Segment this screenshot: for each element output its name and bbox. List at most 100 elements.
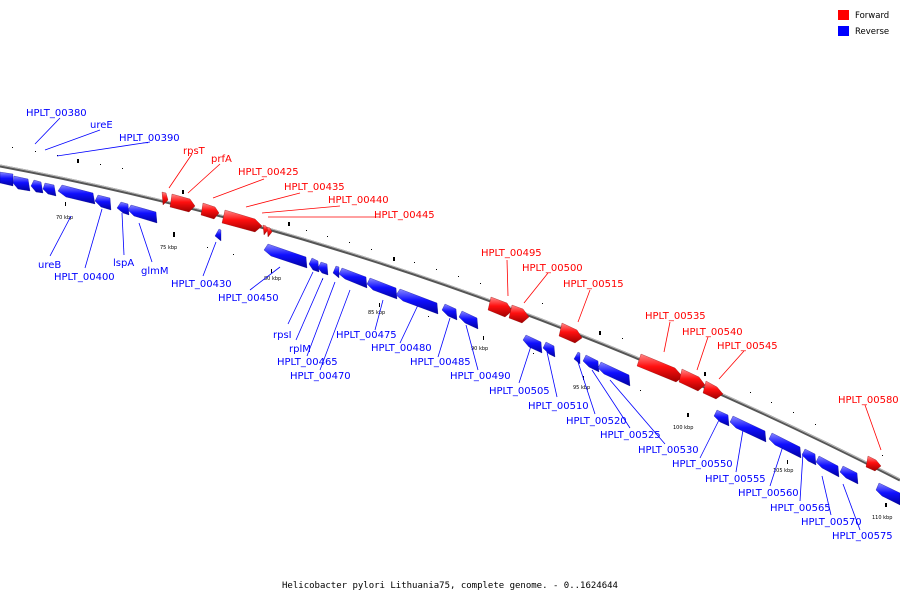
gene-HPLT_00425[interactable] [200, 202, 220, 220]
gene-HPLT_00540[interactable] [678, 368, 706, 392]
gene-lspA[interactable] [94, 194, 112, 211]
gene-HPLT_00580[interactable] [865, 455, 882, 472]
gene-rplM[interactable] [317, 261, 329, 276]
gene-rpsI[interactable] [308, 257, 320, 273]
tick-label: 100 kbp [673, 425, 693, 431]
gene-HPLT_00575[interactable] [839, 465, 859, 485]
tick-label: 70 kbp [56, 215, 73, 221]
gene-label[interactable]: HPLT_00475 [336, 330, 397, 341]
gene-HPLT_00480[interactable] [395, 288, 439, 315]
gene-HPLT_00495[interactable] [487, 296, 513, 318]
tick-label: 85 kbp [368, 310, 385, 316]
gene-HPLT_00475[interactable] [366, 277, 398, 300]
gene-HPLT_00500[interactable] [508, 304, 530, 324]
gene-HPLT_00555[interactable] [729, 415, 767, 443]
gene-label[interactable]: HPLT_00430 [171, 279, 232, 290]
minor-ticks [12, 147, 887, 507]
gene-label[interactable]: HPLT_00540 [682, 327, 743, 338]
legend-label-reverse: Reverse [855, 27, 889, 37]
gene-label[interactable]: prfA [211, 154, 232, 165]
gene-label[interactable]: HPLT_00380 [26, 108, 87, 119]
gene-label[interactable]: HPLT_00485 [410, 357, 471, 368]
gene-label[interactable]: HPLT_00580 [838, 395, 899, 406]
genome-backbone-highlight [0, 164, 900, 480]
gene-HPLT_00390[interactable] [30, 179, 44, 194]
gene-label[interactable]: HPLT_00425 [238, 167, 299, 178]
gene-HPLT_00560[interactable] [768, 432, 802, 459]
gene-HPLT_00400[interactable] [57, 184, 96, 205]
gene-label[interactable]: HPLT_00510 [528, 401, 589, 412]
gene-HPLT_00520[interactable] [573, 351, 581, 365]
gene-ureE[interactable] [12, 175, 31, 192]
gene-label[interactable]: HPLT_00550 [672, 459, 733, 470]
gene-label[interactable]: HPLT_00470 [290, 371, 351, 382]
tick-label: 110 kbp [872, 515, 892, 521]
gene-label[interactable]: HPLT_00560 [738, 488, 799, 499]
leader-lines-reverse [34, 117, 861, 531]
gene-HPLT_00420[interactable] [127, 204, 158, 224]
gene-label[interactable]: HPLT_00490 [450, 371, 511, 382]
gene-ureB[interactable] [42, 182, 57, 197]
gene-HPLT_00435[interactable] [221, 209, 263, 233]
gene-label[interactable]: ureB [38, 260, 61, 271]
gene-label[interactable]: HPLT_00525 [600, 430, 661, 441]
gene-HPLT_00485[interactable] [441, 303, 458, 321]
gene-HPLT_00505[interactable] [522, 334, 543, 354]
gene-label[interactable]: HPLT_00495 [481, 248, 542, 259]
reverse-bottom-labels: ureB HPLT_00400 lspA glmM HPLT_00430 HPL… [38, 258, 893, 542]
gene-label[interactable]: HPLT_00440 [328, 195, 389, 206]
gene-label[interactable]: HPLT_00390 [119, 133, 180, 144]
gene-label[interactable]: HPLT_00565 [770, 503, 831, 514]
gene-label[interactable]: HPLT_00575 [832, 531, 893, 542]
gene-label[interactable]: HPLT_00500 [522, 263, 583, 274]
gene-HPLT_00515[interactable] [558, 322, 583, 344]
forward-genes [161, 191, 882, 472]
gene-glmM[interactable] [116, 201, 130, 216]
gene-label[interactable]: HPLT_00515 [563, 279, 624, 290]
gene-label[interactable]: ureE [90, 120, 113, 131]
gene-HPLT_00450[interactable] [263, 243, 308, 269]
forward-labels: rpsT prfA HPLT_00425 HPLT_00435 HPLT_004… [183, 146, 899, 406]
tick-label: 95 kbp [573, 385, 590, 391]
gene-label[interactable]: glmM [141, 266, 169, 277]
tick-label: 75 kbp [160, 245, 177, 251]
gene-label[interactable]: HPLT_00435 [284, 182, 345, 193]
gene-HPLT_00430[interactable] [214, 228, 222, 242]
gene-label[interactable]: HPLT_00570 [801, 517, 862, 528]
gene-prfA[interactable] [169, 193, 196, 213]
gene-HPLT_00525[interactable] [582, 354, 600, 373]
gene-HPLT_00490[interactable] [458, 310, 479, 330]
genome-caption: Helicobacter pylori Lithuania75, complet… [282, 581, 618, 591]
gene-HPLT_00585[interactable] [875, 482, 900, 506]
gene-label[interactable]: rpsI [273, 330, 292, 341]
gene-HPLT_00510[interactable] [542, 341, 556, 358]
gene-label[interactable]: HPLT_00505 [489, 386, 550, 397]
kbp-tick-labels: 70 kbp 75 kbp 80 kbp 85 kbp 90 kbp 95 kb… [56, 215, 892, 521]
gene-HPLT_00465[interactable] [332, 265, 340, 279]
gene-label[interactable]: HPLT_00545 [717, 341, 778, 352]
gene-label[interactable]: HPLT_00530 [638, 445, 699, 456]
gene-rpsT[interactable] [161, 191, 169, 206]
gene-HPLT_00445[interactable] [266, 226, 273, 238]
gene-HPLT_00550[interactable] [713, 409, 730, 427]
gene-label[interactable]: HPLT_00445 [374, 210, 435, 221]
gene-label[interactable]: HPLT_00465 [277, 357, 338, 368]
gene-label[interactable]: HPLT_00480 [371, 343, 432, 354]
gene-HPLT_00565[interactable] [801, 448, 817, 466]
gene-label[interactable]: rpsT [183, 146, 206, 157]
gene-label[interactable]: rplM [289, 344, 311, 355]
gene-label[interactable]: HPLT_00520 [566, 416, 627, 427]
gene-HPLT_00470[interactable] [338, 267, 368, 289]
gene-HPLT_00380[interactable] [0, 171, 14, 187]
gene-label[interactable]: HPLT_00555 [705, 474, 766, 485]
gene-HPLT_00535[interactable] [636, 353, 684, 383]
gene-label[interactable]: HPLT_00535 [645, 311, 706, 322]
legend-item-forward: Forward [838, 10, 889, 21]
gene-HPLT_00545[interactable] [702, 380, 724, 400]
gene-label[interactable]: HPLT_00400 [54, 272, 115, 283]
gene-HPLT_00530[interactable] [597, 361, 631, 387]
gene-label[interactable]: lspA [113, 258, 134, 269]
gene-HPLT_00570[interactable] [815, 455, 840, 478]
gene-label[interactable]: HPLT_00450 [218, 293, 279, 304]
